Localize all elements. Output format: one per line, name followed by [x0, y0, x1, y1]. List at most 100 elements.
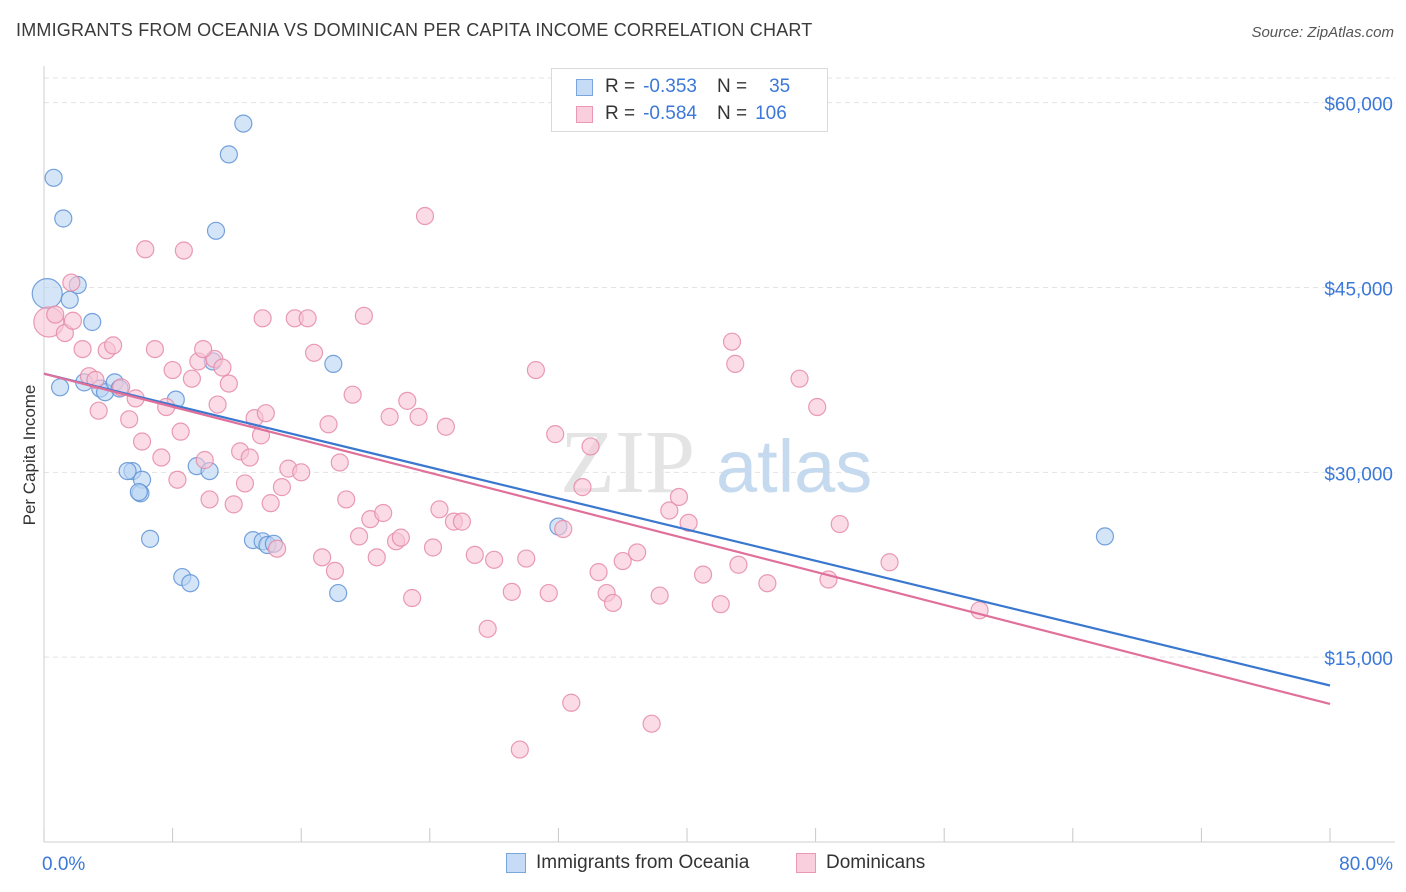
dominican-point	[349, 527, 369, 546]
dominican-point	[562, 693, 581, 712]
dominican-point	[73, 339, 92, 359]
dominican-point	[272, 478, 292, 497]
dominican-point	[374, 503, 393, 523]
trend-line-dominican	[43, 372, 1331, 706]
oceania-point	[219, 145, 238, 164]
source-label: Source: ZipAtlas.com	[1251, 24, 1394, 41]
dominican-point	[168, 470, 187, 489]
dominican-point	[722, 332, 742, 351]
dominican-point	[267, 539, 287, 558]
dominican-point	[182, 369, 201, 388]
dominican-point	[465, 545, 484, 564]
dominican-point	[325, 561, 345, 581]
dominican-point	[485, 550, 504, 569]
dominican-point	[669, 487, 689, 507]
grid-lines	[44, 77, 1395, 658]
dominican-point	[603, 593, 623, 613]
oceania-point	[1095, 527, 1115, 546]
dominican-point	[830, 514, 849, 534]
dominican-point	[63, 311, 83, 330]
oceania-point	[54, 209, 73, 228]
legend-swatch-oceania	[576, 78, 593, 96]
dominican-point	[152, 448, 171, 467]
x-tick-label: 0.0%	[42, 854, 85, 875]
dominican-point	[502, 582, 521, 601]
dominican-point	[367, 548, 386, 567]
dominican-point	[880, 553, 899, 572]
legend-swatch-dominican	[576, 105, 593, 123]
dominican-point	[89, 401, 108, 420]
bottom-legend-dominican: Dominicans	[796, 852, 925, 874]
dominican-point	[337, 490, 356, 509]
dominican-point	[546, 425, 565, 444]
dominican-point	[319, 415, 338, 434]
dominican-point	[174, 241, 193, 260]
dominican-point	[132, 432, 152, 451]
dominican-point	[613, 551, 632, 571]
legend-r-label: R =	[605, 103, 636, 124]
y-tick-label: $15,000	[1324, 649, 1393, 670]
oceania-point	[329, 583, 348, 603]
dominican-point	[46, 305, 65, 324]
dominican-point	[452, 512, 472, 531]
oceania-point	[206, 221, 226, 240]
dominican-point	[104, 336, 123, 355]
trend-line-oceania	[43, 372, 1331, 687]
dominican-point	[430, 500, 449, 519]
dominican-point	[729, 555, 748, 574]
oceania-point	[44, 168, 63, 187]
dominican-point	[726, 354, 745, 373]
dominican-point	[526, 360, 545, 380]
tick-labels: $15,000 $30,000 $45,000 $60,000 0.0% 80.0%	[42, 95, 1393, 875]
legend-r-label: R =	[605, 76, 636, 97]
bottom-legend-swatch-dominican	[796, 853, 816, 873]
dominican-point	[415, 206, 435, 226]
legend-n-value: 35	[769, 76, 791, 97]
dominican-point	[589, 563, 608, 582]
dominican-point	[628, 543, 647, 562]
dominican-point	[554, 519, 573, 539]
dominican-point	[436, 417, 455, 436]
trend-lines	[43, 372, 1331, 706]
dominican-point	[195, 450, 214, 470]
dominican-point	[330, 453, 349, 472]
y-tick-label: $45,000	[1324, 279, 1393, 300]
dominican-point	[292, 463, 311, 482]
bottom-legend-label-dominican: Dominicans	[826, 852, 926, 873]
dominican-point	[120, 410, 139, 429]
dominican-point	[391, 528, 410, 547]
legend-row-oceania: R = -0.353 N = 35	[552, 74, 790, 100]
watermark-atlas: atlas	[716, 425, 872, 508]
dominican-point	[256, 404, 275, 423]
dominican-point	[510, 740, 529, 759]
dominican-point	[145, 339, 165, 359]
dominican-point	[171, 422, 190, 441]
oceania-point	[50, 378, 70, 397]
axes	[43, 66, 1395, 843]
oceania-point	[181, 574, 200, 593]
oceania-point	[31, 278, 63, 310]
oceania-point	[234, 114, 253, 133]
dominican-point	[261, 494, 280, 513]
dominican-point	[423, 538, 443, 557]
dominican-point	[62, 273, 81, 292]
dominican-point	[219, 374, 238, 393]
legend-n-label: N =	[716, 76, 748, 97]
dominican-point	[200, 490, 219, 509]
dominican-point	[298, 309, 317, 328]
y-tick-label: $60,000	[1324, 95, 1393, 116]
bottom-legend-oceania: Immigrants from Oceania	[506, 852, 749, 874]
dominican-point	[581, 437, 600, 456]
dominican-point	[235, 474, 255, 493]
dominican-point	[517, 549, 536, 568]
dominican-point	[403, 588, 422, 608]
legend-n-value: 106	[755, 103, 787, 124]
dominican-point	[711, 595, 730, 614]
oceania-point	[324, 354, 343, 373]
dominican-point	[343, 385, 362, 404]
dominican-point	[409, 407, 428, 426]
dominican-point	[208, 395, 227, 414]
dominican-point	[790, 369, 809, 388]
dominican-point	[398, 391, 417, 410]
